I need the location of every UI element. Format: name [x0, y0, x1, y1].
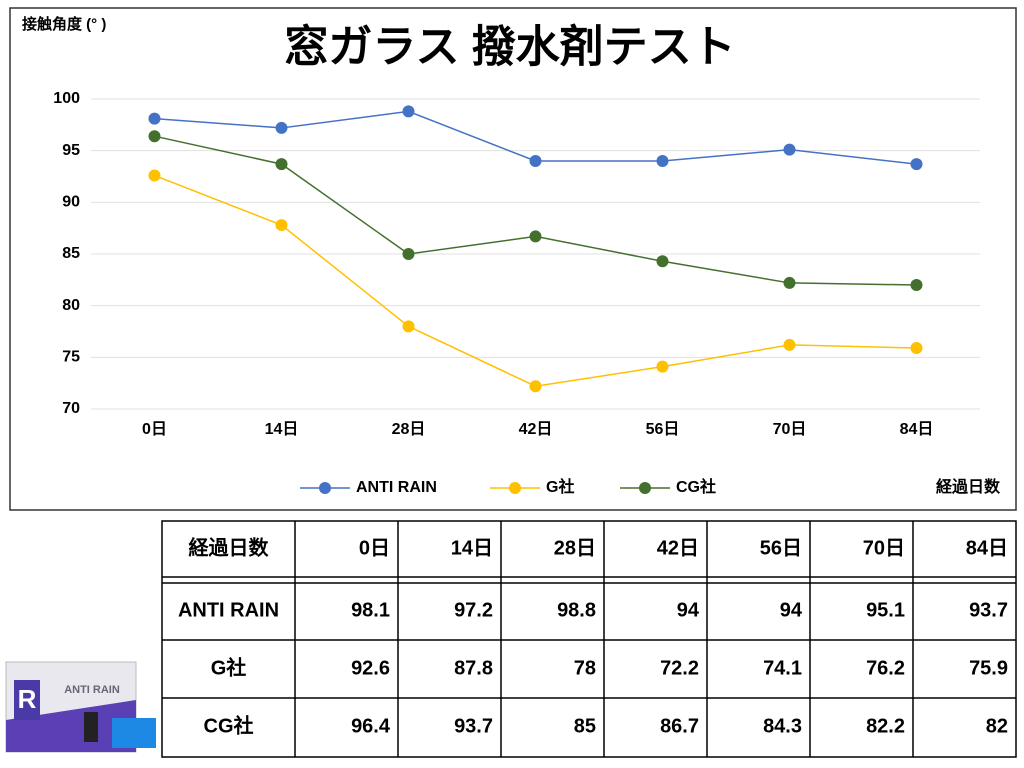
table-cell: 92.6	[351, 657, 390, 679]
table-cell: CG社	[204, 713, 254, 737]
x-tick-label: 56日	[646, 420, 680, 438]
table-cell: 93.7	[969, 599, 1008, 621]
legend-marker	[639, 482, 651, 494]
table-cell: 75.9	[969, 657, 1008, 679]
y-axis-label: 接触角度 (° )	[22, 15, 106, 33]
data-point	[402, 105, 415, 118]
data-point	[910, 342, 923, 355]
table-cell: ANTI RAIN	[178, 599, 279, 621]
product-label: ANTI RAIN	[64, 684, 120, 696]
data-point	[529, 155, 542, 167]
table-header-cell: 42日	[657, 537, 699, 559]
table-cell: 86.7	[660, 715, 699, 737]
legend-marker	[319, 482, 331, 494]
table-cell: 93.7	[454, 715, 493, 737]
table-cell: 98.1	[351, 599, 390, 621]
table-header-cell: 0日	[359, 537, 390, 559]
product-stripe	[6, 700, 136, 752]
table-cell: 94	[677, 599, 700, 621]
product-logo: R	[18, 684, 37, 714]
data-point	[656, 155, 669, 167]
x-tick-label: 0日	[142, 420, 167, 438]
x-tick-label: 84日	[900, 420, 934, 438]
table-header-cell: 14日	[451, 537, 493, 559]
chart-frame	[9, 7, 1017, 511]
data-point	[656, 360, 669, 373]
table-header-cell: 経過日数	[189, 535, 270, 559]
data-point	[148, 130, 161, 143]
table-header-cell: 28日	[554, 537, 596, 559]
data-point	[656, 255, 669, 268]
table-cell: 82	[986, 715, 1008, 737]
data-point	[402, 320, 415, 333]
data-point	[402, 248, 415, 260]
x-axis-label: 経過日数	[936, 477, 1001, 496]
sponge	[112, 718, 156, 748]
bottle	[84, 712, 98, 742]
y-tick-label: 100	[53, 90, 80, 107]
table-header-cell: 70日	[863, 537, 905, 559]
x-tick-label: 14日	[265, 420, 299, 438]
y-tick-label: 70	[62, 400, 80, 417]
table-cell: 76.2	[866, 657, 905, 679]
y-tick-label: 80	[62, 297, 80, 314]
x-tick-label: 70日	[773, 420, 807, 438]
data-point	[783, 276, 796, 289]
data-point	[910, 158, 923, 171]
legend-label: CG社	[676, 477, 716, 496]
table-cell: 96.4	[351, 715, 391, 737]
data-point	[910, 279, 923, 291]
table-cell: G社	[211, 655, 247, 679]
data-point	[275, 158, 288, 171]
table-header-cell: 84日	[966, 537, 1008, 559]
data-point	[529, 230, 542, 243]
data-point	[783, 338, 796, 351]
legend-label: G社	[546, 477, 574, 496]
data-point	[148, 169, 161, 182]
product-logo-bg	[14, 680, 40, 720]
table-cell: 74.1	[763, 657, 802, 679]
legend-label: ANTI RAIN	[356, 479, 437, 496]
y-tick-label: 85	[62, 245, 80, 262]
y-tick-label: 95	[62, 142, 80, 159]
table-cell: 95.1	[866, 599, 905, 621]
product-image: R ANTI RAIN	[5, 661, 156, 753]
data-point	[529, 380, 542, 393]
table-frame	[161, 520, 1017, 758]
table-cell: 72.2	[660, 657, 699, 679]
x-tick-label: 42日	[519, 420, 553, 438]
chart-title: 窓ガラス 撥水剤テスト	[284, 23, 735, 72]
table-cell: 98.8	[557, 599, 596, 621]
table-cell: 84.3	[763, 715, 802, 737]
data-point	[275, 121, 288, 134]
legend-marker	[509, 482, 521, 494]
table-cell: 87.8	[454, 657, 493, 679]
table-cell: 85	[574, 715, 596, 737]
y-tick-label: 90	[62, 194, 80, 211]
table-cell: 82.2	[866, 715, 905, 737]
table-cell: 78	[574, 657, 596, 679]
table-cell: 94	[780, 599, 803, 621]
data-point	[148, 112, 161, 125]
table-header-cell: 56日	[760, 537, 802, 559]
x-tick-label: 28日	[392, 420, 426, 438]
data-point	[783, 143, 796, 156]
data-point	[275, 219, 288, 232]
table-cell: 97.2	[454, 599, 493, 621]
y-tick-label: 75	[62, 349, 80, 366]
